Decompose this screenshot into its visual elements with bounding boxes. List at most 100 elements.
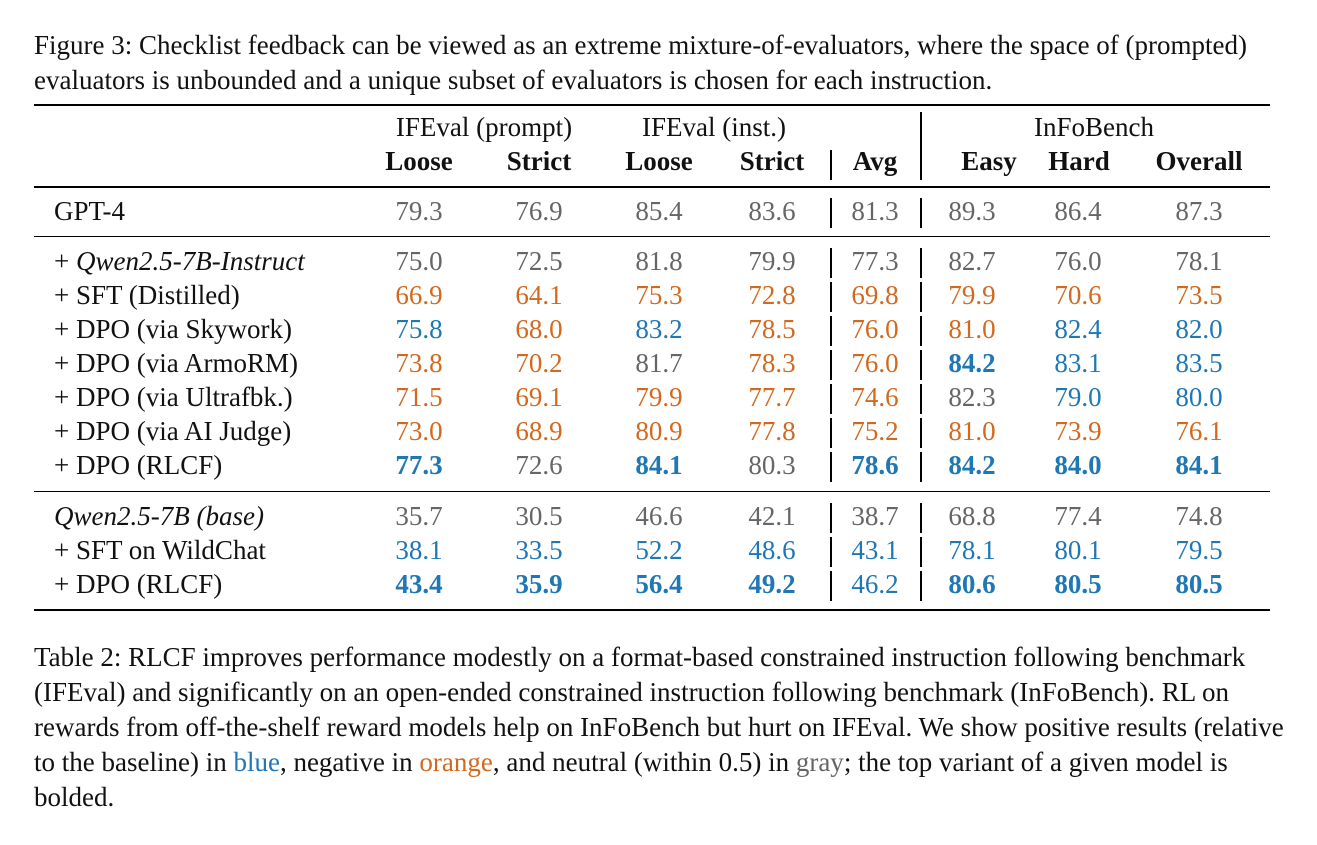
table-cell: 82.4 <box>1054 314 1102 344</box>
table-cell: 72.5 <box>515 246 563 276</box>
table-cell: 35.7 <box>395 501 443 531</box>
table-caption: Table 2: RLCF improves performance modes… <box>34 640 1284 815</box>
table-cell: 81.0 <box>948 314 996 344</box>
group-header-ifeval-inst: IFEval (inst.) <box>642 112 786 142</box>
table-cell: 84.2 <box>948 348 996 378</box>
table-cell: 82.0 <box>1175 314 1223 344</box>
row-label-label-pre: + <box>54 246 76 276</box>
col-header-strict-inst: Strict <box>739 146 805 176</box>
table-cell: 83.6 <box>748 196 796 226</box>
table-cell: 80.3 <box>748 450 796 480</box>
row-label: + DPO (RLCF) <box>54 567 222 601</box>
avg-divider <box>920 248 922 278</box>
results-table: IFEval (prompt) IFEval (inst.) InFoBench… <box>34 104 1270 612</box>
avg-divider <box>920 350 922 380</box>
top-rule <box>34 104 1270 106</box>
avg-divider <box>920 503 922 533</box>
table-cell: 82.7 <box>948 246 996 276</box>
table-cell: 81.0 <box>948 416 996 446</box>
table-cell: 38.1 <box>395 535 443 565</box>
table-cell: 68.0 <box>515 314 563 344</box>
table-cell: 78.3 <box>748 348 796 378</box>
table-cell: 75.3 <box>635 280 683 310</box>
table-cell: 84.1 <box>635 450 683 480</box>
table-cell: 72.8 <box>748 280 796 310</box>
header-rule <box>34 186 1270 188</box>
table-cell: 78.1 <box>1175 246 1223 276</box>
avg-divider <box>830 316 832 346</box>
avg-divider <box>920 418 922 448</box>
table-cell: 38.7 <box>851 501 899 531</box>
table-cell: 77.3 <box>851 246 899 276</box>
row-label: + DPO (RLCF) <box>54 448 222 482</box>
figure-caption: Figure 3: Checklist feedback can be view… <box>34 30 1248 95</box>
table-cell: 69.8 <box>851 280 899 310</box>
table-cell: 56.4 <box>635 569 683 599</box>
avg-divider <box>830 503 832 533</box>
table-cell: 76.0 <box>851 314 899 344</box>
row-label-label-it: Qwen2.5-7B (base) <box>54 501 264 531</box>
table-cell: 78.1 <box>948 535 996 565</box>
avg-divider-header <box>830 150 832 180</box>
avg-divider <box>830 198 832 228</box>
table-cell: 72.6 <box>515 450 563 480</box>
avg-divider <box>830 537 832 567</box>
row-label-label-pre: + SFT (Distilled) <box>54 280 240 310</box>
table-cell: 79.9 <box>948 280 996 310</box>
table-cell: 80.1 <box>1054 535 1102 565</box>
table-cell: 33.5 <box>515 535 563 565</box>
table-cell: 75.0 <box>395 246 443 276</box>
table-cell: 43.4 <box>395 569 443 599</box>
section-rule <box>34 491 1270 493</box>
header-divider <box>920 112 922 180</box>
avg-divider <box>830 248 832 278</box>
col-header-overall: Overall <box>1155 146 1243 176</box>
avg-divider <box>830 384 832 414</box>
table-cell: 80.6 <box>948 569 996 599</box>
table-cell: 85.4 <box>635 196 683 226</box>
row-label: + SFT (Distilled) <box>54 278 240 312</box>
avg-divider <box>920 384 922 414</box>
table-cell: 52.2 <box>635 535 683 565</box>
table-cell: 48.6 <box>748 535 796 565</box>
row-label: + DPO (via ArmoRM) <box>54 346 298 380</box>
table-cell: 75.2 <box>851 416 899 446</box>
table-cell: 68.8 <box>948 501 996 531</box>
avg-divider <box>920 537 922 567</box>
table-cell: 81.8 <box>635 246 683 276</box>
avg-divider <box>830 571 832 601</box>
table-cell: 30.5 <box>515 501 563 531</box>
table-cell: 73.0 <box>395 416 443 446</box>
col-header-easy: Easy <box>961 146 1017 176</box>
table-cell: 49.2 <box>748 569 796 599</box>
table-cell: 66.9 <box>395 280 443 310</box>
table-cell: 80.5 <box>1175 569 1223 599</box>
table-cell: 76.0 <box>851 348 899 378</box>
avg-divider <box>920 452 922 482</box>
col-header-hard: Hard <box>1048 146 1110 176</box>
table-cell: 78.6 <box>851 450 899 480</box>
caption-part3: , and neutral (within 0.5) in <box>492 747 796 777</box>
table-cell: 80.9 <box>635 416 683 446</box>
group-header-infobench: InFoBench <box>1034 112 1154 142</box>
caption-part4: ; the top variant of a given model is bo… <box>34 747 1228 812</box>
table-cell: 79.3 <box>395 196 443 226</box>
table-cell: 79.9 <box>748 246 796 276</box>
table-cell: 74.8 <box>1175 501 1223 531</box>
table-cell: 76.9 <box>515 196 563 226</box>
table-cell: 46.6 <box>635 501 683 531</box>
row-label: + SFT on WildChat <box>54 533 266 567</box>
table-cell: 73.5 <box>1175 280 1223 310</box>
avg-divider <box>830 282 832 312</box>
table-cell: 70.2 <box>515 348 563 378</box>
table-cell: 83.5 <box>1175 348 1223 378</box>
table-cell: 78.5 <box>748 314 796 344</box>
table-cell: 73.8 <box>395 348 443 378</box>
caption-part1: Table 2: RLCF improves performance modes… <box>34 642 1284 777</box>
table-cell: 83.1 <box>1054 348 1102 378</box>
row-label-label-pre: + SFT on WildChat <box>54 535 266 565</box>
caption-part2: , negative in <box>279 747 420 777</box>
col-header-loose-inst: Loose <box>625 146 693 176</box>
bottom-rule <box>34 609 1270 611</box>
table-cell: 86.4 <box>1054 196 1102 226</box>
